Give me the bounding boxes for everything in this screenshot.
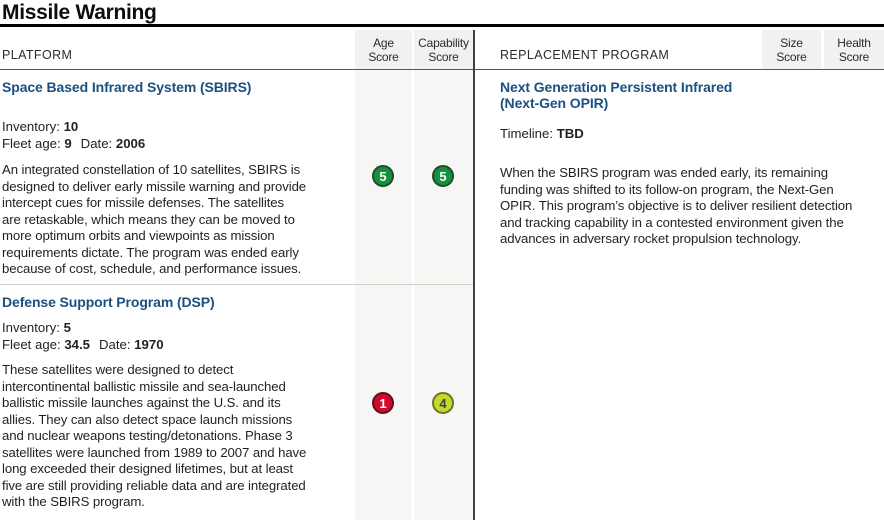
fleet-age-label: Fleet age: [2,336,61,352]
date-label: Date: [80,135,113,151]
replacement-description-opir: When the SBIRS program was ended early, … [500,165,853,246]
title-rule [0,24,884,27]
age-score-header: Age Score [368,36,399,64]
capability-score-badge-sbirs: 5 [432,165,454,187]
size-score-header-box [762,30,821,69]
platform-stats-sbirs: Inventory: 10 Fleet age: 9 Date: 2006 [2,119,145,152]
capability-score-column [414,70,473,520]
date-value: 2006 [115,135,146,151]
size-score-header: Size Score [776,36,807,64]
inventory-line: Inventory: 5 [2,320,164,337]
header-rule [0,69,884,70]
date-label: Date: [99,336,131,352]
inventory-line: Inventory: 10 [2,119,145,136]
capability-score-badge-dsp: 4 [432,392,454,414]
timeline-line: Timeline: TBD [500,126,584,143]
column-divider [473,30,475,520]
platform-name-dsp: Defense Support Program (DSP) [2,294,215,310]
fleet-age-value: 34.5 [64,336,90,352]
age-score-header-box [355,30,412,69]
inventory-value: 10 [63,119,79,134]
page-title: Missile Warning [2,1,157,24]
age-score-column [355,70,412,520]
replacement-name-opir: Next Generation Persistent Infrared (Nex… [500,79,733,111]
fleet-age-label: Fleet age: [2,135,61,151]
replacement-column-header: REPLACEMENT PROGRAM [500,48,670,62]
inventory-value: 5 [63,320,71,335]
platform-description-sbirs: An integrated constellation of 10 satell… [2,162,307,276]
platform-description-dsp: These satellites were designed to detect… [2,362,307,509]
inventory-label: Inventory: [2,320,60,335]
fleet-age-value: 9 [64,135,72,151]
fleet-age-line: Fleet age: 34.5 Date: 1970 [2,337,164,354]
fleet-age-line: Fleet age: 9 Date: 2006 [2,136,145,153]
timeline-value: TBD [556,126,584,141]
timeline-label: Timeline: [500,126,554,141]
age-score-badge-sbirs: 5 [372,165,394,187]
capability-score-header-box [414,30,473,69]
platform-name-sbirs: Space Based Infrared System (SBIRS) [2,79,252,95]
capability-score-header: Capability Score [418,36,469,64]
health-score-header: Health Score [837,36,871,64]
row-separator [0,284,473,285]
platform-stats-dsp: Inventory: 5 Fleet age: 34.5 Date: 1970 [2,320,164,353]
date-value: 1970 [134,336,164,352]
inventory-label: Inventory: [2,119,60,134]
platform-column-header: PLATFORM [2,48,73,62]
health-score-header-box [824,30,884,69]
age-score-badge-dsp: 1 [372,392,394,414]
